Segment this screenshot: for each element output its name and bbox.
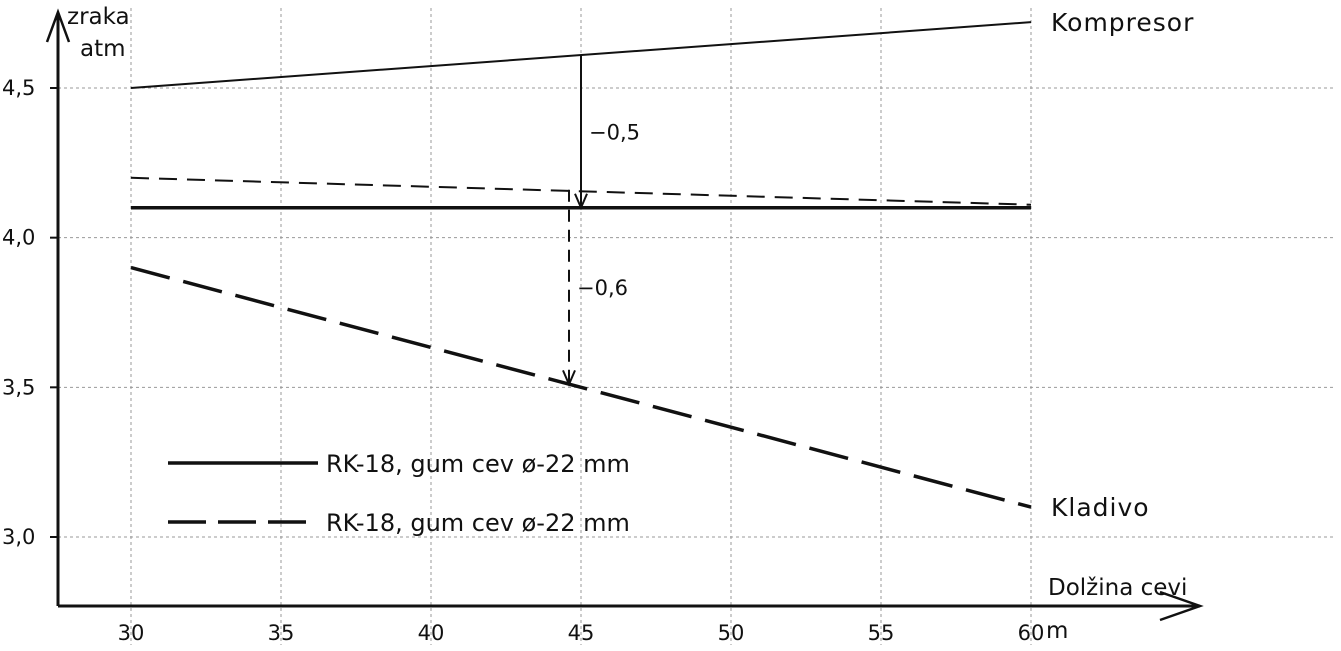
y-tick-label-0: 3,0 xyxy=(2,525,35,549)
y-axis-label-line-1: zraka xyxy=(67,4,130,30)
tick-labels: 30 35 40 45 50 55 60 3,0 3,5 4,0 4,5 xyxy=(2,76,1044,645)
x-axis-label: Dolžina cevi xyxy=(1048,575,1187,601)
x-axis-unit: m xyxy=(1046,618,1068,644)
legend: RK-18, gum cev ø-22 mm RK-18, gum cev ø-2… xyxy=(168,450,630,537)
series-line-3 xyxy=(130,265,1032,509)
legend-label-0: RK-18, gum cev ø-22 mm xyxy=(326,450,630,478)
line-label-1: Kladivo xyxy=(1051,493,1150,522)
y-tick-label-3: 4,5 xyxy=(2,76,35,100)
x-tick-label-4: 50 xyxy=(718,621,745,645)
x-tick-label-1: 35 xyxy=(268,621,295,645)
axes: zraka atm Dolžina cevi m xyxy=(45,4,1204,644)
y-tick-label-2: 4,0 xyxy=(2,226,35,250)
x-tick-label-3: 45 xyxy=(568,621,595,645)
annotation-arrowhead-icon-1 xyxy=(562,369,576,387)
x-tick-label-6: 60 xyxy=(1018,621,1045,645)
annotation-label-0: −0,5 xyxy=(589,120,640,144)
annotation-label-1: −0,6 xyxy=(577,276,628,300)
annotations: −0,5 −0,6 xyxy=(562,55,640,387)
x-tick-label-0: 30 xyxy=(118,621,145,645)
legend-label-1: RK-18, gum cev ø-22 mm xyxy=(326,509,630,537)
grid xyxy=(58,8,1335,645)
y-axis-arrow-icon xyxy=(45,8,71,43)
x-tick-label-5: 55 xyxy=(868,621,895,645)
x-axis-arrow-icon xyxy=(1159,590,1204,622)
y-axis-label-line-2: atm xyxy=(80,36,126,62)
x-tick-label-2: 40 xyxy=(418,621,445,645)
line-labels: Kompresor Kladivo xyxy=(1051,8,1194,522)
annotation-arrowhead-icon-0 xyxy=(574,193,588,211)
y-tick-label-1: 3,5 xyxy=(2,375,35,399)
line-label-0: Kompresor xyxy=(1051,8,1194,37)
